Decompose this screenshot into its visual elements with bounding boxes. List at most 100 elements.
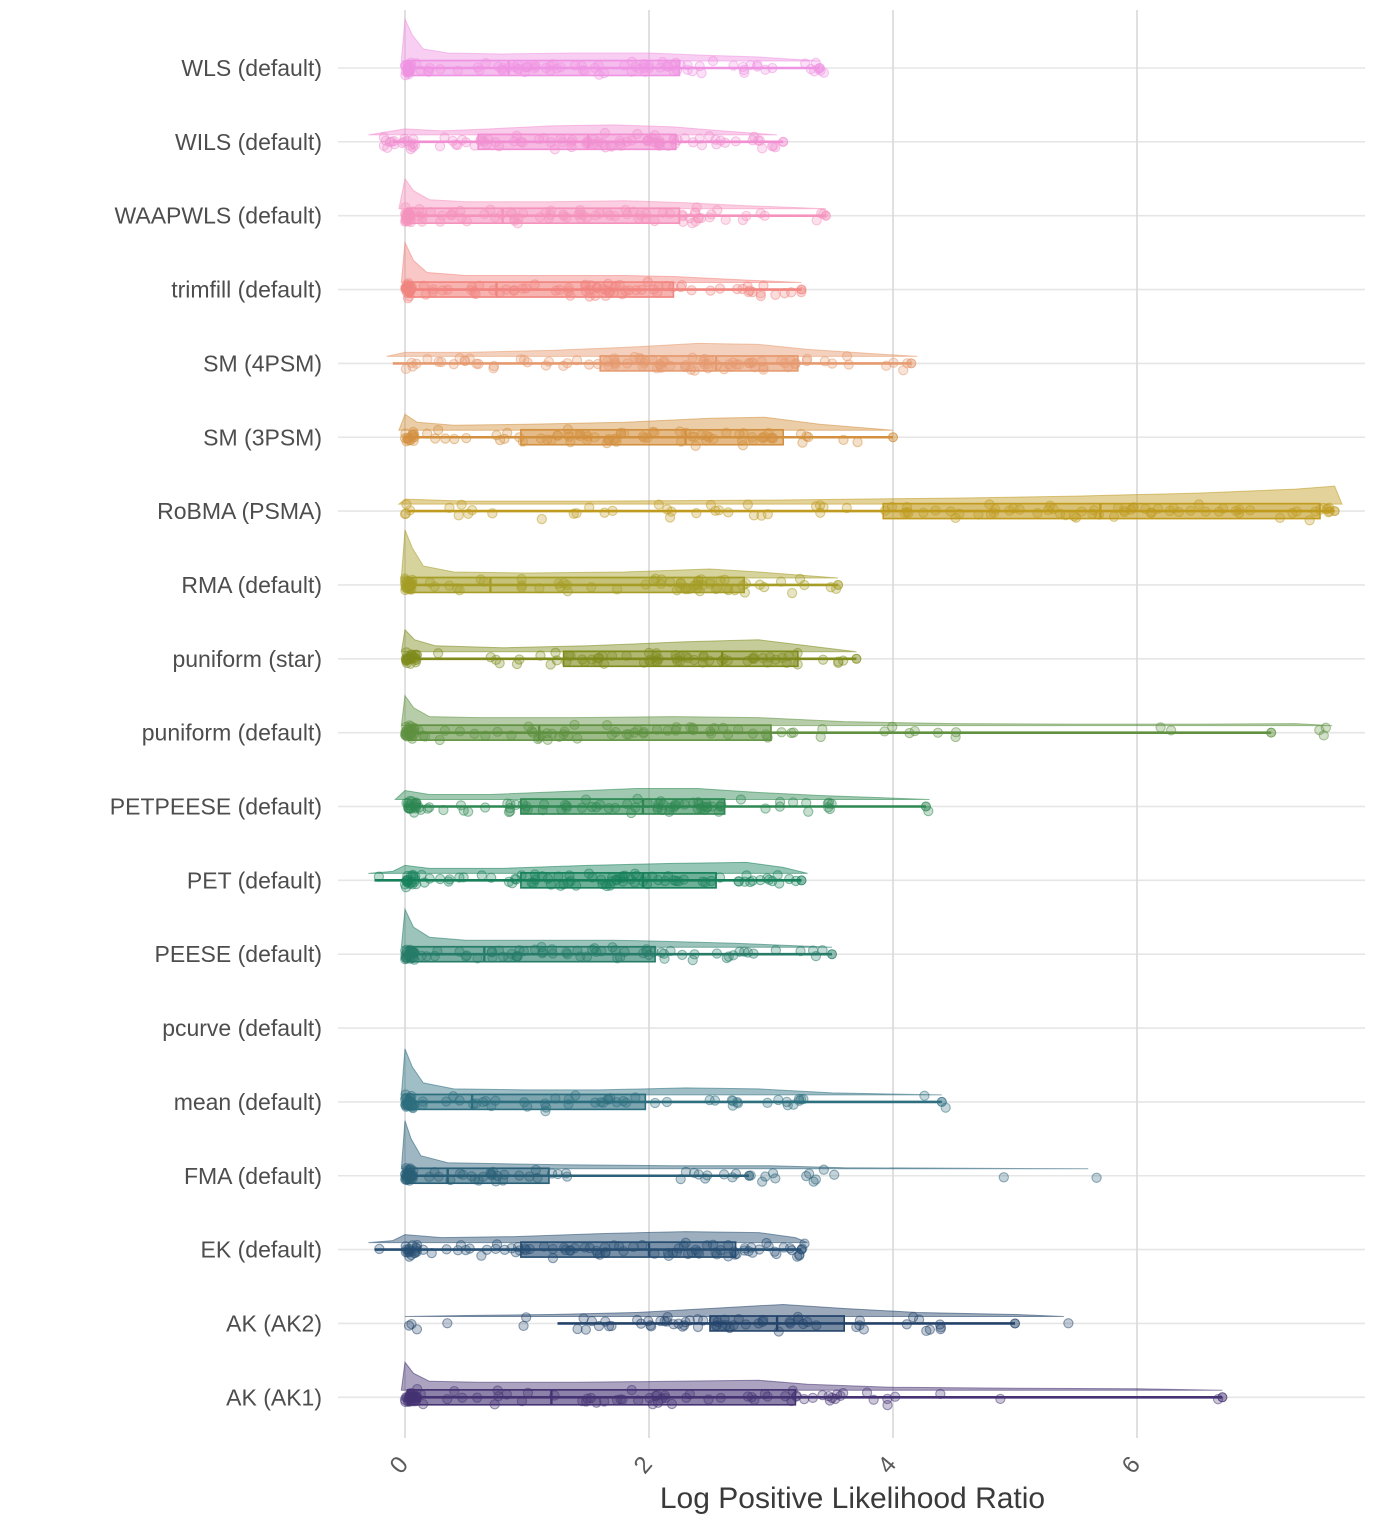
data-point: [550, 1093, 561, 1104]
violin-density: [400, 17, 820, 62]
data-point: [490, 136, 501, 148]
data-point: [669, 800, 681, 811]
violin-density: [398, 177, 826, 210]
data-point: [649, 427, 660, 438]
data-point: [432, 945, 443, 957]
data-point: [1234, 504, 1245, 515]
data-point: [780, 1391, 791, 1402]
data-point: [569, 719, 580, 731]
data-point: [692, 1321, 704, 1333]
data-point: [491, 430, 502, 441]
violin-density: [400, 1361, 1223, 1391]
data-point: [582, 135, 593, 147]
data-point: [418, 280, 430, 291]
category-label: RMA (default): [181, 572, 322, 598]
data-point: [667, 60, 679, 72]
data-point: [521, 1312, 532, 1323]
data-point: [697, 876, 708, 887]
data-point: [725, 361, 736, 373]
data-point: [1274, 512, 1286, 524]
data-point: [636, 284, 647, 295]
data-point: [770, 945, 782, 956]
data-point: [620, 285, 631, 297]
data-point: [678, 874, 689, 885]
data-point: [457, 134, 468, 146]
data-point: [552, 1168, 564, 1180]
data-point: [705, 728, 717, 739]
data-point: [818, 502, 829, 513]
data-point: [721, 427, 732, 438]
data-point: [807, 1392, 818, 1403]
data-point: [803, 806, 814, 817]
data-point: [837, 1388, 849, 1399]
data-point: [418, 1244, 429, 1255]
data-point: [622, 798, 633, 810]
data-point: [614, 952, 626, 963]
data-point: [581, 951, 593, 962]
data-point: [770, 654, 781, 665]
data-point: [776, 727, 787, 738]
data-point: [599, 1396, 610, 1407]
data-point: [773, 1094, 784, 1106]
data-point: [572, 945, 583, 956]
data-point: [380, 135, 392, 146]
data-point: [529, 63, 540, 74]
data-point: [461, 432, 472, 444]
data-point: [505, 799, 516, 810]
data-point: [829, 1169, 840, 1180]
data-point: [420, 289, 431, 300]
data-point: [688, 724, 699, 736]
data-point: [730, 1168, 742, 1179]
data-point: [621, 650, 632, 661]
data-point: [825, 582, 837, 593]
data-point: [734, 429, 745, 440]
data-point: [651, 724, 663, 735]
data-point: [629, 727, 640, 738]
data-point: [406, 282, 417, 293]
data-point: [693, 1248, 705, 1259]
data-point: [722, 729, 734, 740]
data-point: [901, 501, 913, 513]
data-point: [886, 501, 897, 513]
data-point: [532, 1172, 543, 1184]
violin-density: [368, 861, 808, 874]
data-point: [514, 654, 525, 665]
data-point: [1112, 502, 1124, 514]
data-point: [647, 354, 658, 365]
data-point: [514, 1170, 525, 1181]
data-point: [607, 505, 618, 517]
data-point: [641, 944, 652, 955]
data-point: [577, 1395, 588, 1407]
violin-density: [386, 342, 918, 357]
data-point: [699, 359, 710, 370]
data-point: [472, 1392, 483, 1403]
whisker-end-point: [1266, 727, 1277, 738]
data-point: [600, 1316, 611, 1327]
data-point: [1004, 505, 1015, 516]
data-point: [687, 66, 698, 77]
data-point: [653, 499, 665, 510]
data-point: [771, 1248, 782, 1260]
data-point: [444, 580, 455, 591]
whisker-end-point: [827, 949, 837, 960]
data-point: [709, 1095, 721, 1106]
data-point: [632, 1314, 643, 1326]
data-point: [747, 135, 758, 146]
data-point: [415, 1389, 426, 1400]
data-point: [747, 728, 759, 739]
data-point: [763, 874, 775, 885]
data-point: [547, 1252, 559, 1264]
data-point: [417, 1399, 429, 1410]
data-point: [486, 872, 497, 883]
data-point: [594, 799, 606, 810]
data-point: [727, 1095, 738, 1107]
data-point: [404, 1396, 415, 1407]
data-point: [700, 435, 712, 446]
data-point: [798, 1318, 809, 1330]
data-point: [414, 802, 425, 813]
data-point: [733, 876, 744, 887]
data-point: [619, 870, 631, 881]
data-point: [801, 1170, 812, 1182]
data-point: [792, 659, 803, 670]
data-point: [772, 870, 783, 881]
